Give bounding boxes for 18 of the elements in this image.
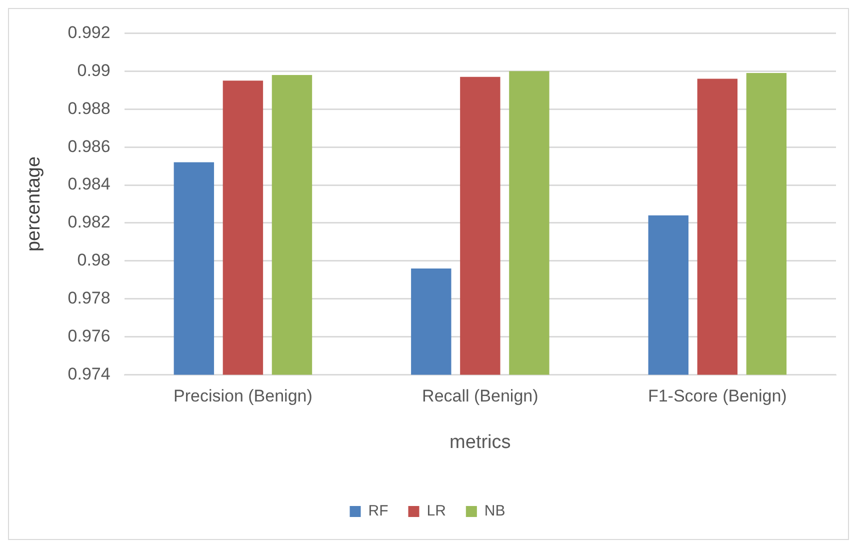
y-tick-label: 0.99 xyxy=(77,60,110,80)
y-tick-label: 0.988 xyxy=(68,98,110,118)
x-tick-label: Recall (Benign) xyxy=(422,386,538,406)
y-tick-label: 0.992 xyxy=(68,22,110,42)
x-tick-label: F1-Score (Benign) xyxy=(648,386,787,406)
y-tick-label: 0.982 xyxy=(68,212,110,232)
y-tick-label: 0.976 xyxy=(68,326,110,346)
y-tick-label: 0.98 xyxy=(77,250,110,270)
y-axis-title: percentage xyxy=(24,156,45,252)
legend-label: RF xyxy=(368,502,388,520)
x-tick-label: Precision (Benign) xyxy=(174,386,312,406)
legend-label: NB xyxy=(484,502,506,520)
x-axis-title: metrics xyxy=(450,432,511,453)
y-tick-label: 0.984 xyxy=(68,174,110,194)
y-tick-label: 0.974 xyxy=(68,364,110,384)
legend-label: LR xyxy=(426,502,446,520)
y-tick-label: 0.986 xyxy=(68,136,110,156)
y-tick-label: 0.978 xyxy=(68,288,110,308)
